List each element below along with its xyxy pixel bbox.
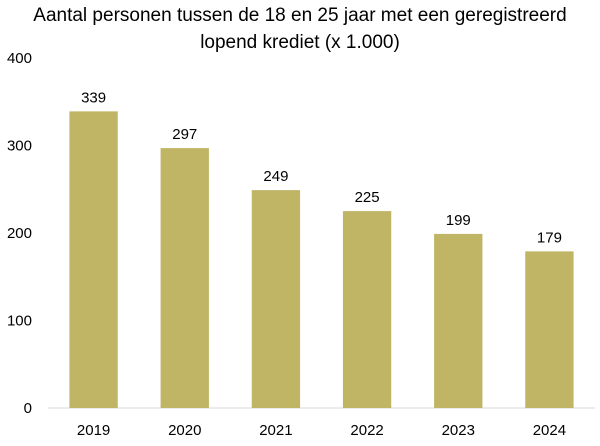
chart-title: Aantal personen tussen de 18 en 25 jaar … — [0, 2, 600, 56]
bar-2023 — [434, 233, 483, 408]
y-tick-label: 200 — [7, 225, 32, 242]
bar-2019 — [69, 111, 118, 408]
bar-2021 — [251, 190, 301, 408]
data-label-2024: 179 — [537, 229, 562, 246]
x-tick-label-2019: 2019 — [77, 422, 110, 439]
x-tick-label-2020: 2020 — [168, 422, 201, 439]
data-label-2019: 339 — [81, 89, 106, 106]
bar-2020 — [160, 148, 209, 408]
data-label-2022: 225 — [355, 189, 380, 206]
data-label-2020: 297 — [172, 126, 197, 143]
x-tick-label-2022: 2022 — [350, 422, 383, 439]
bar-2022 — [342, 211, 392, 408]
x-tick-label-2021: 2021 — [259, 422, 292, 439]
y-tick-label: 300 — [7, 138, 32, 155]
x-tick-label-2024: 2024 — [533, 422, 566, 439]
x-tick-label-2023: 2023 — [442, 422, 475, 439]
chart-title-line-1: Aantal personen tussen de 18 en 25 jaar … — [33, 5, 567, 26]
bar-2024 — [525, 251, 574, 408]
chart-title-line-2: lopend krediet (x 1.000) — [200, 32, 400, 53]
y-tick-label: 100 — [7, 313, 32, 330]
data-label-2023: 199 — [446, 212, 471, 229]
y-tick-label: 400 — [7, 50, 32, 67]
data-label-2021: 249 — [263, 168, 288, 185]
y-tick-label: 0 — [24, 400, 32, 417]
